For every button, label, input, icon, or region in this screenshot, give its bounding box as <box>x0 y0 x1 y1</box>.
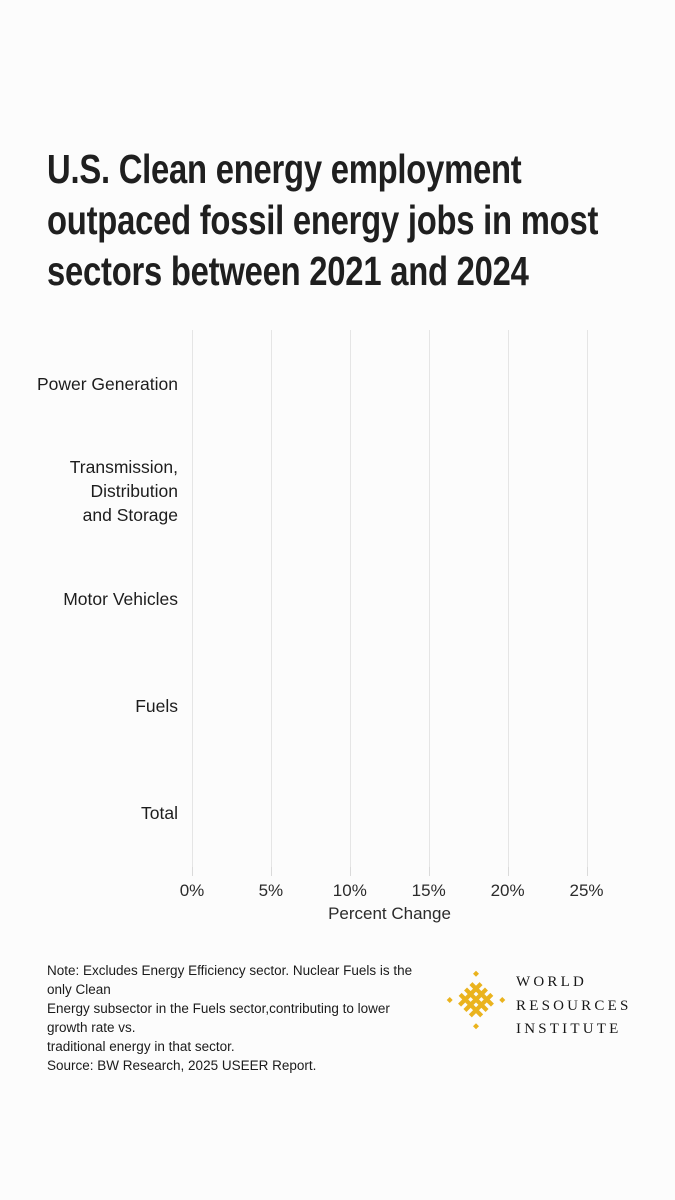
wri-logo-mark <box>446 970 506 1030</box>
x-axis-tick <box>349 867 351 876</box>
y-axis-category-label-line: Total <box>141 803 178 824</box>
gridline <box>428 330 430 867</box>
footnote: Note: Excludes Energy Efficiency sector.… <box>47 961 427 1075</box>
x-axis-tick <box>270 867 272 876</box>
footnote-note-line: Energy subsector in the Fuels sector,con… <box>47 1001 390 1035</box>
footnote-note-line: traditional energy in that sector. <box>47 1039 235 1054</box>
gridline <box>349 330 351 867</box>
y-axis-category-label: Fuels <box>0 694 178 718</box>
x-axis-tick <box>507 867 509 876</box>
gridline <box>192 330 193 867</box>
x-axis-tick-label: 5% <box>258 881 284 900</box>
chart-title-line: outpaced fossil energy jobs in most <box>47 197 599 243</box>
x-axis-title: Percent Change <box>328 904 451 923</box>
x-axis-tick-label: 15% <box>411 881 446 900</box>
chart-title: U.S. Clean energy employment outpaced fos… <box>47 144 623 297</box>
x-axis-tick <box>192 867 193 876</box>
y-axis-category-label-line: Distribution <box>90 481 178 502</box>
footnote-source-line: Source: BW Research, 2025 USEER Report. <box>47 1058 317 1073</box>
wri-logo <box>444 963 508 1042</box>
x-axis-tick <box>428 867 430 876</box>
y-axis-category-label: Motor Vehicles <box>0 587 178 611</box>
gridline <box>507 330 509 867</box>
wri-logo-wordmark-line: INSTITUTE <box>516 1021 622 1037</box>
y-axis-category-label: Total <box>0 801 178 825</box>
wri-logo-wordmark-line: WORLD <box>516 974 587 990</box>
x-axis-tick-label: 0% <box>179 881 205 900</box>
y-axis-category-label: Transmission, Distribution and Storage <box>0 455 178 527</box>
x-axis-tick-label: 10% <box>332 881 367 900</box>
y-axis-category-label-line: Transmission, <box>69 457 178 478</box>
x-axis-tick <box>586 867 588 876</box>
y-axis-category-label-line: and Storage <box>82 505 178 526</box>
x-axis-tick-label: 25% <box>569 881 604 900</box>
bar-chart: 0% 5% 10% 15% 20% 25% Power Generation Transmi… <box>0 330 604 923</box>
footnote-note-line: Note: Excludes Energy Efficiency sector.… <box>47 963 413 997</box>
wri-logo-wordmark-line: RESOURCES <box>516 997 632 1014</box>
y-axis-category-label-line: Motor Vehicles <box>63 588 178 609</box>
wri-logo-wordmark: WORLD RESOURCES INSTITUTE <box>516 971 632 1042</box>
x-axis-tick-label: 20% <box>490 881 525 900</box>
gridline <box>586 330 588 867</box>
y-axis-category-label-line: Fuels <box>135 695 178 716</box>
chart-title-line: U.S. Clean energy employment <box>47 146 522 192</box>
chart-title-line: sectors between 2021 and 2024 <box>47 248 529 294</box>
footnote-note: Note: Excludes Energy Efficiency sector.… <box>47 961 427 1056</box>
gridline <box>270 330 272 867</box>
y-axis-category-label-line: Power Generation <box>36 373 178 394</box>
y-axis-category-label: Power Generation <box>0 372 178 396</box>
